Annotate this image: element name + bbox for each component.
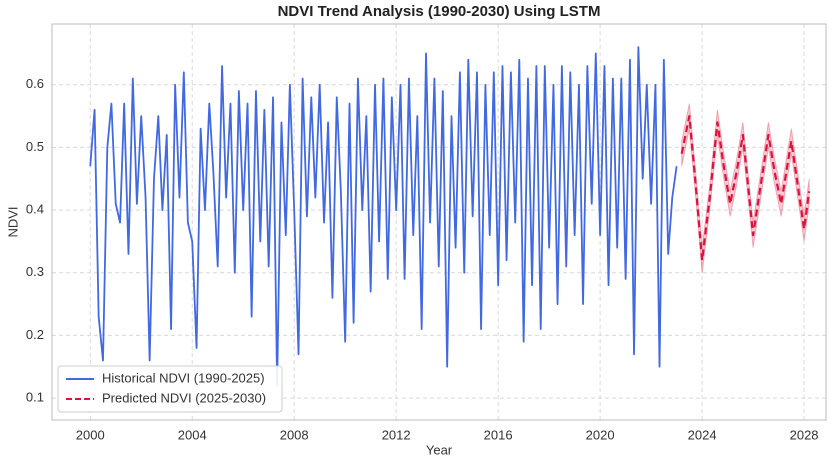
- plot-frame: [51, 23, 827, 421]
- data-line: [89, 46, 678, 387]
- x-tick-label: 2004: [178, 427, 207, 442]
- chart-title: NDVI Trend Analysis (1990-2030) Using LS…: [278, 3, 601, 20]
- x-tick-label: 2020: [586, 427, 615, 442]
- y-tick-label: 0.1: [26, 390, 44, 405]
- x-tick-label: 2012: [382, 427, 411, 442]
- y-tick-label: 0.2: [26, 327, 44, 342]
- x-tick-label: 2016: [484, 427, 513, 442]
- legend-box: [57, 365, 283, 413]
- x-tick-label: 2008: [280, 427, 309, 442]
- legend-label: Predicted NDVI (2025-2030): [102, 390, 266, 405]
- legend: Historical NDVI (1990-2025) Predicted NDV…: [57, 365, 283, 413]
- legend-label: Historical NDVI (1990-2025): [102, 370, 265, 385]
- x-tick-label: 2028: [790, 427, 819, 442]
- y-tick-label: 0.4: [26, 202, 44, 217]
- y-tick-label: 0.5: [26, 139, 44, 154]
- x-tick-label: 2000: [76, 427, 105, 442]
- y-tick-label: 0.3: [26, 264, 44, 279]
- data-line: [680, 115, 811, 262]
- y-tick-label: 0.6: [26, 76, 44, 91]
- x-axis-label: Year: [426, 442, 453, 457]
- x-tick-label: 2024: [688, 427, 717, 442]
- y-axis-label: NDVI: [5, 206, 20, 237]
